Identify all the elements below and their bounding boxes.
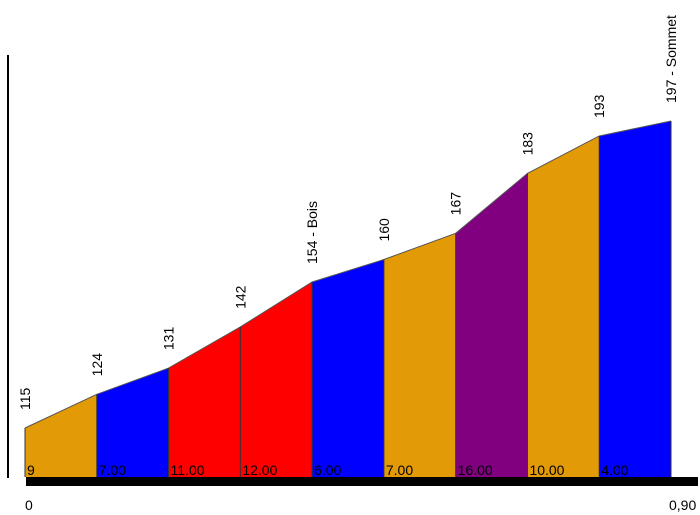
profile-outline xyxy=(24,120,672,429)
segment-7 xyxy=(455,173,528,478)
altitude-label: 131 xyxy=(161,327,177,351)
altitude-label: 142 xyxy=(232,285,248,309)
segment-9 xyxy=(599,121,671,477)
altitude-label: 124 xyxy=(89,353,105,377)
altitude-labels-layer: 115 124 131 142 154 - Bois 160 167 183 193 197 - … xyxy=(17,15,679,410)
segment-8 xyxy=(527,135,600,477)
segment-gradient-label: 7.00 xyxy=(99,462,126,478)
segment-gradient-label: 12.00 xyxy=(242,462,277,478)
altitude-label: 154 - Bois xyxy=(304,201,320,264)
altitude-label: 183 xyxy=(519,132,535,156)
altitude-label: 167 xyxy=(448,192,464,216)
segment-gradient-label: 11.00 xyxy=(171,462,205,478)
segments-layer xyxy=(24,120,672,478)
segment-3 xyxy=(168,326,241,477)
segment-4 xyxy=(240,281,313,477)
x-tick-label-end: 0,90 xyxy=(669,497,696,513)
x-axis-bar xyxy=(26,477,698,486)
segment-gradient-label: 16.00 xyxy=(458,462,493,478)
segment-5 xyxy=(312,259,384,477)
segment-1 xyxy=(25,394,97,477)
gradient-labels-layer: 9 7.00 11.00 12.00 6.00 7.00 16.00 10.00 4.00 xyxy=(27,462,629,478)
segment-gradient-label: 4.00 xyxy=(601,462,628,478)
altitude-label: 115 xyxy=(17,387,33,410)
altitude-label: 193 xyxy=(591,94,607,118)
x-tick-label-start: 0 xyxy=(25,497,33,513)
segment-gradient-label: 7.00 xyxy=(386,462,413,478)
segment-gradient-label: 9 xyxy=(27,462,35,478)
segment-2 xyxy=(96,368,169,477)
altitude-label: 197 - Sommet xyxy=(663,15,679,103)
segment-6 xyxy=(383,233,456,477)
segment-gradient-label: 6.00 xyxy=(314,462,341,478)
segment-gradient-label: 10.00 xyxy=(529,462,564,478)
altitude-label: 160 xyxy=(376,218,392,242)
dividers-layer xyxy=(24,121,672,477)
